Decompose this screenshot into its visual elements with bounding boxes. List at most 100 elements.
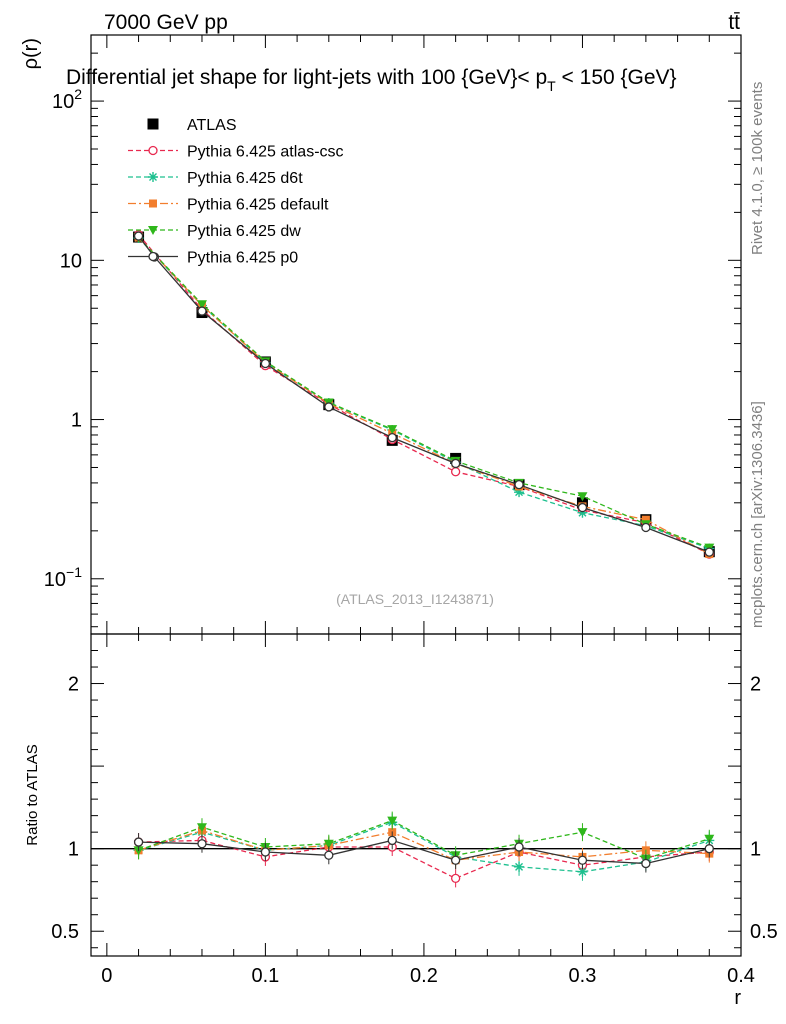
ratio-panel-frame (90, 633, 742, 957)
main-p0-point (641, 522, 651, 533)
header-energy-label: 7000 GeV pp (104, 11, 228, 34)
ratio-atlas_csc-point (450, 873, 461, 884)
main-p0-point (450, 458, 461, 469)
main-dw (133, 233, 715, 553)
x-axis-label: r (734, 987, 741, 1009)
ratio-d6t (133, 813, 715, 881)
ratio-dw-point (323, 839, 334, 849)
main-d6t-point (514, 487, 525, 498)
ratio-p0-point (450, 855, 461, 865)
main-d6t (133, 233, 715, 554)
ratio-dw-point (196, 823, 207, 833)
header-process-label: tt̄ (728, 11, 740, 34)
legend-marker (148, 172, 158, 182)
main-d6t-point (577, 507, 588, 518)
ratio-series-layer (133, 811, 715, 888)
main-p0-point (197, 306, 207, 316)
legend-label: Pythia 6.425 dw (187, 223, 301, 240)
main-y-tick-label: 102 (52, 86, 82, 113)
ratio-p0-point (324, 850, 334, 860)
main-y-axis-label: ρ(r) (20, 38, 42, 69)
ratio-p0-point (704, 844, 714, 854)
main-default-line (138, 237, 710, 555)
legend-entry-d6t: Pythia 6.425 d6t (128, 170, 303, 187)
ratio-p0-line (138, 839, 710, 865)
legend-label: Pythia 6.425 atlas-csc (187, 144, 344, 161)
legend-entry-ATLAS: ATLAS (147, 117, 237, 134)
ratio-p0-point (577, 855, 588, 865)
ratio-y-tick-label-right: 0.5 (750, 921, 778, 943)
main-dw-line (138, 237, 710, 549)
legend-entry-default: Pythia 6.425 default (128, 197, 329, 214)
ratio-d6t-line (138, 821, 710, 873)
ratio-d6t-point (577, 866, 588, 877)
main-y-tick-label: 1 (71, 410, 82, 432)
main-ATLAS (133, 231, 715, 558)
ratio-p0-point (514, 842, 524, 852)
main-p0 (133, 231, 714, 557)
x-tick-label: 0 (101, 965, 112, 987)
ratio-d6t-point (514, 861, 525, 872)
x-tick-label: 0.2 (410, 965, 438, 987)
legend-entry-p0: Pythia 6.425 p0 (128, 250, 298, 267)
x-tick-label: 0.4 (727, 965, 755, 987)
ratio-y-tick-label: 2 (68, 674, 79, 696)
main-y-tick-label: 10 (60, 250, 82, 272)
ratio-default-line (138, 829, 710, 861)
legend-label: Pythia 6.425 p0 (187, 250, 298, 267)
legend-marker (148, 251, 158, 262)
ratio-y-axis-label: Ratio to ATLAS (24, 744, 41, 845)
main-p0-point (704, 547, 714, 557)
analysis-watermark: (ATLAS_2013_I1243871) (336, 591, 494, 607)
ratio-p0-point (197, 839, 207, 849)
legend-label: Pythia 6.425 default (187, 197, 329, 214)
ratio-p0-point (641, 858, 651, 869)
main-p0-point (387, 432, 397, 443)
legend-entry-atlas_csc: Pythia 6.425 atlas-csc (128, 144, 344, 161)
rivet-version-label: Rivet 4.1.0, ≥ 100k events (749, 82, 766, 255)
ratio-y-tick-label: 0.5 (51, 921, 79, 943)
main-default (134, 233, 714, 559)
legend-marker (149, 199, 157, 208)
main-dw-point (196, 300, 207, 310)
main-atlas_csc-line (138, 234, 710, 555)
ratio-p0-point (260, 847, 271, 857)
main-p0-point (324, 402, 334, 412)
legend-marker (147, 118, 159, 130)
main-dw-point (577, 492, 588, 502)
main-p0-point (577, 502, 588, 513)
main-axes: 102 10 1 10−1 (44, 35, 742, 634)
ratio-dw (133, 811, 715, 868)
ratio-axes: 2 2 1 1 0.5 0.5 0 0.1 0.2 0.3 0.4 (51, 634, 778, 987)
chart-title: Differential jet shape for light-jets wi… (66, 66, 677, 94)
main-atlas_csc-point (450, 467, 461, 477)
ratio-p0 (133, 831, 714, 873)
legend-label: Pythia 6.425 d6t (187, 170, 303, 187)
ratio-y-tick-label: 1 (68, 839, 79, 861)
legend-entry-dw: Pythia 6.425 dw (128, 223, 301, 240)
main-y-tick-label: 10−1 (44, 564, 82, 591)
main-default-point (641, 515, 650, 524)
ratio-dw-point (387, 816, 398, 826)
main-series-layer (133, 229, 715, 559)
ratio-atlas_csc-line (138, 839, 710, 880)
x-tick-label: 0.3 (569, 965, 597, 987)
main-atlas_csc (133, 229, 714, 559)
legend-label: ATLAS (187, 117, 237, 134)
ratio-dw-point (577, 828, 588, 838)
legend-marker (148, 226, 158, 235)
ratio-y-tick-label-right: 1 (750, 839, 761, 861)
main-p0-point (133, 231, 144, 241)
ratio-dw-line (138, 819, 710, 860)
main-p0-point (260, 358, 271, 369)
main-p0-line (138, 235, 710, 553)
main-p0-point (514, 480, 524, 490)
legend-marker (148, 145, 158, 156)
ratio-p0-point (133, 837, 144, 847)
ratio-dw-point (704, 834, 715, 844)
main-d6t-line (138, 237, 710, 550)
ratio-p0-point (387, 835, 397, 846)
main-dw-point (387, 425, 398, 435)
x-tick-label: 0.1 (251, 965, 279, 987)
